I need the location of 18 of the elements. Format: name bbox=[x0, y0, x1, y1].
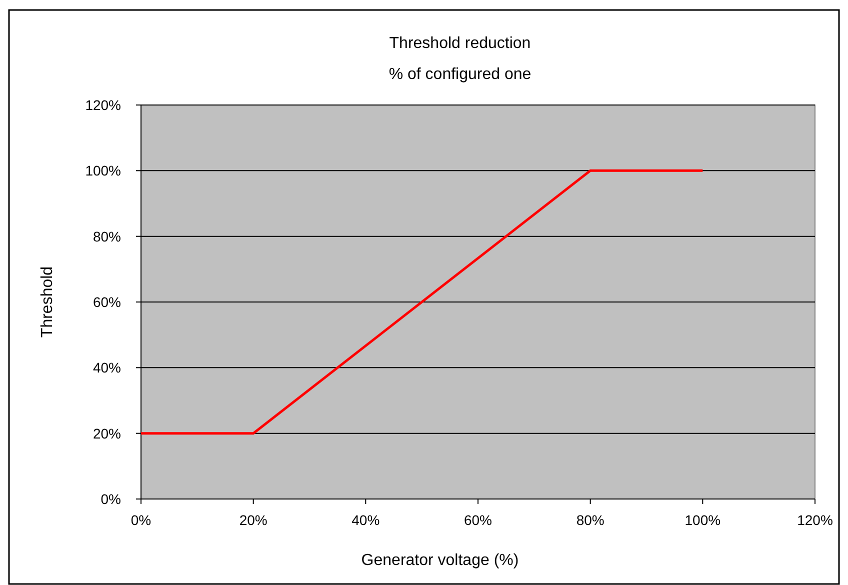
y-tick-label: 100% bbox=[85, 162, 121, 179]
y-tick-label: 0% bbox=[100, 491, 121, 507]
y-tick-label: 20% bbox=[92, 425, 121, 442]
x-axis-title: Generator voltage (%) bbox=[361, 552, 519, 569]
x-tick-label: 0% bbox=[130, 512, 152, 528]
x-tick-label: 20% bbox=[239, 512, 268, 528]
chart-title: Threshold reduction bbox=[389, 35, 531, 52]
chart-subtitle: % of configured one bbox=[388, 66, 532, 83]
x-tick-label: 40% bbox=[352, 512, 380, 528]
y-axis-title: Threshold bbox=[39, 266, 56, 338]
x-tick-label: 80% bbox=[576, 512, 604, 528]
y-tick-label: 60% bbox=[92, 294, 121, 310]
y-tick-label: 40% bbox=[92, 360, 121, 376]
y-tick-label: 80% bbox=[92, 228, 121, 244]
x-tick-label: 120% bbox=[797, 512, 833, 528]
x-tick-label: 100% bbox=[684, 512, 721, 528]
x-tick-label: 60% bbox=[464, 512, 492, 528]
y-tick-label: 120% bbox=[85, 97, 121, 113]
